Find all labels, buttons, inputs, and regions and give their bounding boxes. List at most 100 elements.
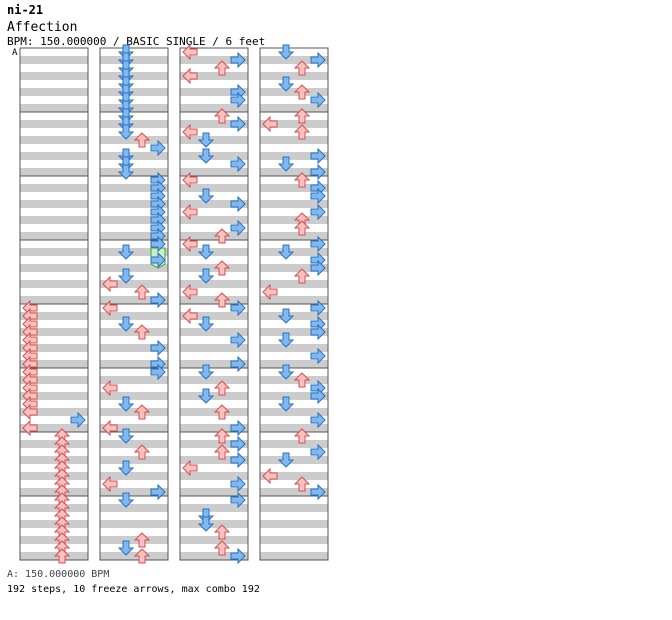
beat-stripe xyxy=(20,280,88,288)
beat-stripe xyxy=(180,312,248,320)
beat-stripe xyxy=(20,200,88,208)
beat-stripe xyxy=(20,456,88,464)
beat-stripe xyxy=(100,296,168,304)
arrow-right xyxy=(310,443,326,461)
beat-stripe xyxy=(180,456,248,464)
arrow-left xyxy=(102,475,118,493)
beat-stripe xyxy=(100,104,168,112)
beat-stripe xyxy=(180,200,248,208)
arrow-down xyxy=(277,452,295,468)
beat-stripe xyxy=(20,152,88,160)
arrow-left xyxy=(262,115,278,133)
arrow-right xyxy=(310,299,326,317)
beat-stripe xyxy=(180,136,248,144)
beat-stripe xyxy=(20,296,88,304)
beat-stripe xyxy=(180,184,248,192)
bpm-marker: A xyxy=(12,48,18,58)
beat-stripe xyxy=(100,56,168,64)
beat-stripe xyxy=(180,152,248,160)
arrow-down xyxy=(277,332,295,348)
arrow-down xyxy=(277,76,295,92)
beat-stripe xyxy=(180,232,248,240)
beat-stripe xyxy=(100,184,168,192)
arrow-right xyxy=(230,51,246,69)
arrow-right xyxy=(310,203,326,221)
beat-stripe xyxy=(260,440,328,448)
beat-stripe xyxy=(260,504,328,512)
arrow-right xyxy=(310,411,326,429)
arrow-up xyxy=(213,108,231,124)
arrow-left xyxy=(182,43,198,61)
arrow-down xyxy=(197,148,215,164)
beat-stripe xyxy=(260,328,328,336)
beat-stripe xyxy=(180,72,248,80)
arrow-right xyxy=(230,475,246,493)
beat-stripe xyxy=(260,360,328,368)
beat-stripe xyxy=(20,104,88,112)
beat-stripe xyxy=(260,280,328,288)
arrow-down xyxy=(197,244,215,260)
beat-stripe xyxy=(180,328,248,336)
beat-stripe xyxy=(260,136,328,144)
beat-stripe xyxy=(180,504,248,512)
beat-stripe xyxy=(20,184,88,192)
arrow-down xyxy=(197,516,215,532)
beat-stripe xyxy=(20,344,88,352)
beat-stripe xyxy=(180,536,248,544)
beat-stripe xyxy=(260,552,328,560)
beat-stripe xyxy=(260,248,328,256)
beat-stripe xyxy=(20,440,88,448)
arrow-up xyxy=(293,268,311,284)
arrow-right xyxy=(150,363,166,381)
arrow-right xyxy=(230,355,246,373)
beat-stripe xyxy=(20,488,88,496)
arrow-right xyxy=(150,139,166,157)
beat-stripe xyxy=(20,424,88,432)
beat-stripe xyxy=(100,280,168,288)
beat-stripe xyxy=(260,344,328,352)
arrow-left xyxy=(182,203,198,221)
arrow-up xyxy=(293,172,311,188)
beat-stripe xyxy=(260,424,328,432)
arrow-right xyxy=(150,235,166,253)
beat-stripe xyxy=(20,72,88,80)
beat-stripe xyxy=(260,488,328,496)
beat-stripe xyxy=(100,472,168,480)
arrow-up xyxy=(213,380,231,396)
beat-stripe xyxy=(100,152,168,160)
beat-stripe xyxy=(260,408,328,416)
arrow-up xyxy=(133,532,151,548)
arrow-right xyxy=(310,91,326,109)
arrow-down xyxy=(117,164,135,180)
beat-stripe xyxy=(100,376,168,384)
arrow-up xyxy=(293,60,311,76)
beat-stripe xyxy=(180,344,248,352)
beat-stripe xyxy=(260,104,328,112)
beat-stripe xyxy=(260,56,328,64)
song-title: Affection xyxy=(7,20,78,35)
beat-stripe xyxy=(180,168,248,176)
arrow-left xyxy=(102,419,118,437)
beat-stripe xyxy=(180,296,248,304)
arrow-down xyxy=(117,492,135,508)
beat-stripe xyxy=(260,72,328,80)
arrow-right xyxy=(310,187,326,205)
chart-info: BPM: 150.000000 / BASIC SINGLE / 6 feet xyxy=(7,35,266,48)
beat-stripe xyxy=(180,88,248,96)
beat-stripe xyxy=(260,168,328,176)
beat-stripe xyxy=(260,216,328,224)
arrow-up xyxy=(293,108,311,124)
arrow-down xyxy=(277,244,295,260)
arrow-left xyxy=(182,307,198,325)
arrow-down xyxy=(117,428,135,444)
beat-stripe xyxy=(180,488,248,496)
arrow-up xyxy=(293,84,311,100)
arrow-right xyxy=(310,163,326,181)
arrow-down xyxy=(197,132,215,148)
beat-stripe xyxy=(260,376,328,384)
arrow-down xyxy=(197,388,215,404)
arrow-right xyxy=(230,195,246,213)
arrow-up xyxy=(213,428,231,444)
beat-stripe xyxy=(180,360,248,368)
arrow-up xyxy=(133,444,151,460)
